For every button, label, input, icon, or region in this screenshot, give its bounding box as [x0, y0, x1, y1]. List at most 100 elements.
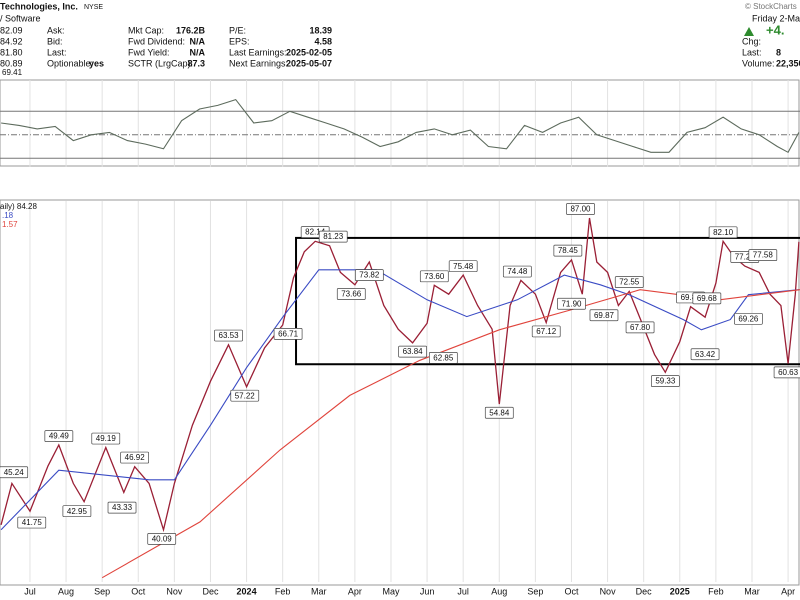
up-arrow-icon	[744, 27, 754, 36]
quote-label: Ask:	[47, 25, 65, 35]
right-value: 8	[776, 47, 781, 57]
annotation-label: 73.60	[424, 272, 445, 281]
price-annotation	[502, 265, 532, 278]
x-tick-label: Mar	[744, 586, 760, 596]
stat-label: Fwd Yield:	[128, 47, 170, 57]
annotation-label: 49.49	[49, 432, 70, 441]
stat-label: Next Earnings:	[229, 58, 288, 68]
annotation-label: 60.63	[778, 368, 799, 377]
x-tick-label: Sep	[527, 586, 543, 596]
x-tick-label: Sep	[94, 586, 110, 596]
price-channel	[295, 236, 800, 366]
series-line	[0, 269, 799, 531]
x-tick-label: May	[382, 586, 400, 596]
quote-value: 80.89	[0, 58, 23, 68]
stat-value: 176.2B	[176, 25, 206, 35]
exchange: NYSE	[84, 4, 103, 11]
price-annotation	[531, 325, 561, 338]
annotation-label: 66.71	[278, 330, 299, 339]
annotation-label: 57.22	[235, 391, 256, 400]
annotation-label: 82.10	[713, 228, 734, 237]
stat-label: SCTR (LrgCap):	[128, 58, 193, 68]
annotation-label: 67.12	[536, 327, 557, 336]
stat-label: Fwd Dividend:	[128, 36, 185, 46]
quote-value: 81.80	[0, 47, 23, 57]
annotation-label: 63.84	[403, 347, 424, 356]
x-tick-label: Dec	[636, 586, 653, 596]
x-tick-label: Oct	[564, 586, 579, 596]
annotation-label: 77.22	[735, 253, 756, 262]
header: Technologies, Inc. NYSE / Software © Sto…	[0, 1, 800, 37]
x-tick-label: Jun	[420, 586, 435, 596]
right-label: Chg:	[742, 36, 761, 46]
price-annotation	[690, 348, 720, 361]
stat-value: 18.39	[309, 25, 332, 35]
legend-entry: aily) 84.28	[0, 202, 37, 211]
stat-label: Last Earnings:	[229, 47, 287, 57]
price-annotation	[650, 375, 680, 387]
x-tick-label: 2024	[237, 586, 257, 596]
price-annotation	[44, 430, 74, 442]
x-tick-label: Apr	[781, 586, 795, 596]
price-annotation	[62, 505, 92, 518]
stat-label: EPS:	[229, 36, 250, 46]
price-annotation	[773, 366, 800, 379]
price-annotation	[557, 297, 586, 310]
annotation-label: 69.87	[594, 311, 615, 320]
price-annotation	[484, 406, 514, 419]
series-line	[0, 217, 800, 533]
price-annotation	[428, 352, 458, 364]
x-tick-label: Oct	[131, 586, 146, 596]
price-annotation	[17, 516, 47, 529]
price-annotation	[748, 249, 778, 261]
stat-label: P/E:	[229, 25, 246, 35]
price-annotation	[0, 466, 29, 479]
annotation-label: 69.26	[738, 314, 759, 323]
price-annotation	[566, 203, 595, 215]
annotation-label: 54.84	[489, 408, 510, 417]
credit: © StockCharts	[745, 2, 797, 11]
x-tick-label: Jul	[457, 586, 469, 596]
annotation-label: 73.66	[341, 290, 362, 299]
stat-value: 2025-02-05	[286, 47, 332, 57]
sector: / Software	[0, 13, 41, 23]
right-value: 22,350	[776, 58, 800, 68]
annotation-label: 43.33	[112, 503, 133, 512]
stat-value: 87.3	[187, 58, 205, 68]
right-label: Last:	[742, 47, 762, 57]
x-tick-label: Aug	[58, 586, 74, 596]
annotation-label: 72.55	[619, 278, 640, 287]
x-tick-label: Aug	[491, 586, 507, 596]
annotation-label: 71.90	[561, 299, 582, 308]
annotation-label: 74.48	[507, 267, 528, 276]
annotation-label: 63.42	[695, 350, 716, 359]
x-tick-label: Apr	[348, 586, 362, 596]
price-annotation	[589, 309, 619, 322]
quote-label: Last:	[47, 47, 67, 57]
legend-entry: .18	[2, 211, 14, 220]
indicator-panel	[0, 79, 800, 167]
x-tick-label: Feb	[275, 586, 291, 596]
stat-value: 2025-05-07	[286, 58, 332, 68]
annotation-label: 40.09	[152, 535, 173, 544]
company-title: Technologies, Inc.	[0, 1, 78, 11]
annotation-label: 69.84	[681, 293, 702, 302]
annotation-label: 77.58	[753, 251, 774, 260]
annotation-label: 81.23	[323, 232, 344, 241]
price-annotation	[708, 226, 738, 239]
x-tick-label: Mar	[311, 586, 327, 596]
x-tick-label: Feb	[708, 586, 724, 596]
stat-value: N/A	[190, 36, 206, 46]
legend-entry: 69.41	[2, 68, 23, 77]
price-annotation	[107, 501, 137, 514]
annotation-label: 59.33	[655, 377, 676, 386]
price-annotation	[120, 451, 150, 464]
price-annotation	[614, 276, 644, 288]
annotation-label: 63.53	[219, 331, 240, 340]
stat-value: N/A	[190, 47, 206, 57]
price-annotation	[625, 321, 655, 334]
x-tick-label: Nov	[166, 586, 183, 596]
quote-date: Friday 2-May	[752, 13, 800, 23]
